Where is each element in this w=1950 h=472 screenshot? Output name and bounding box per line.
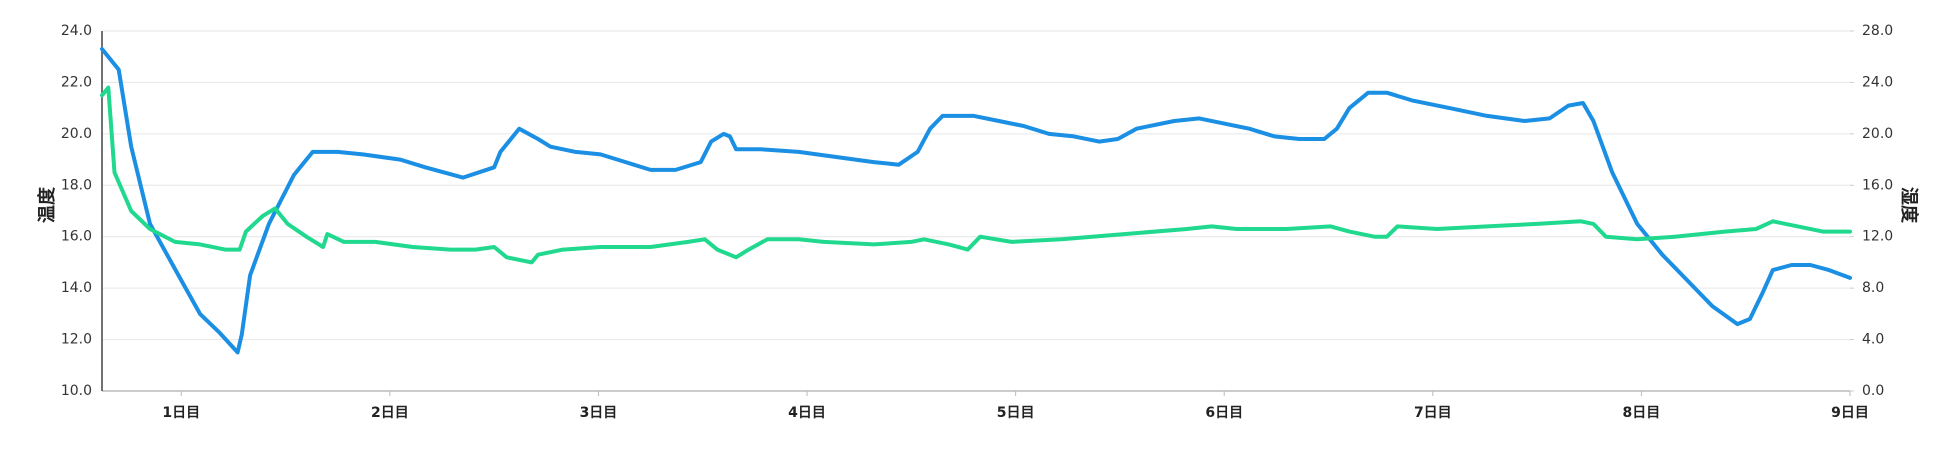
y-tick-label: 24.0: [61, 23, 92, 39]
y-tick-label: 14.0: [61, 280, 92, 296]
series-line: [100, 85, 1852, 265]
y2-tick-label: 16.0: [1862, 177, 1893, 193]
y2-tick-label: 4.0: [1862, 332, 1884, 348]
y-tick-label: 12.0: [61, 332, 92, 348]
y-axis-title: 温度: [36, 186, 58, 223]
x-tick-label: 3日目: [580, 405, 618, 421]
x-tick-label: 7日目: [1414, 405, 1452, 421]
y-tick-label: 20.0: [61, 126, 92, 142]
y-tick-label: 18.0: [61, 177, 92, 193]
y2-tick-label: 28.0: [1862, 23, 1893, 39]
series-line: [100, 47, 1852, 355]
y2-tick-label: 24.0: [1862, 74, 1893, 90]
x-tick-label: 6日目: [1205, 405, 1243, 421]
x-tick-label: 2日目: [371, 405, 409, 421]
x-tick-label: 5日目: [997, 405, 1035, 421]
y2-axis-title: 湿度: [1898, 187, 1920, 224]
y2-tick-label: 12.0: [1862, 229, 1893, 245]
y2-tick-label: 8.0: [1862, 280, 1884, 296]
x-tick-label: 9日目: [1831, 405, 1869, 421]
x-tick-label: 1日目: [162, 405, 200, 421]
y-tick-label: 22.0: [61, 74, 92, 90]
y-tick-label: 16.0: [61, 229, 92, 245]
x-tick-label: 4日目: [788, 405, 826, 421]
y-tick-label: 10.0: [61, 383, 92, 399]
y2-tick-label: 0.0: [1862, 383, 1884, 399]
y2-tick-label: 20.0: [1862, 126, 1893, 142]
x-tick-label: 8日目: [1623, 405, 1661, 421]
